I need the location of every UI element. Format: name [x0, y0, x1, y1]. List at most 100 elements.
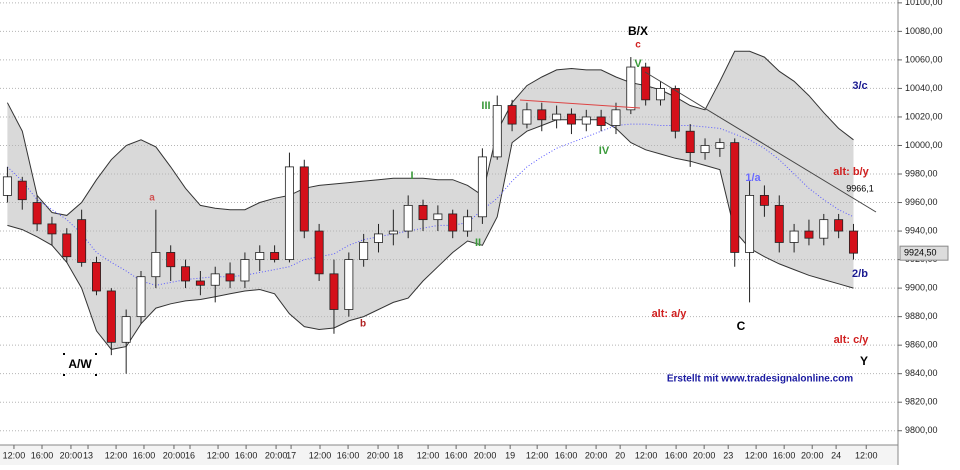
x-tick-label: 20:00	[693, 450, 716, 460]
candle-body	[789, 230, 799, 243]
candle-body	[32, 202, 42, 225]
candle-body	[388, 230, 398, 235]
x-tick-label: 20:00	[265, 450, 288, 460]
candle-body	[581, 116, 591, 125]
annotation: II	[475, 237, 481, 249]
candle-body	[745, 195, 755, 253]
candle-body	[299, 166, 309, 232]
x-tick-label: 16	[185, 450, 195, 460]
x-tick-label: 16:00	[235, 450, 258, 460]
x-tick-label: 17	[286, 450, 296, 460]
trend-line	[519, 99, 641, 109]
candle-body	[641, 66, 651, 101]
candle-body	[181, 266, 191, 282]
x-tick-label: 16:00	[555, 450, 578, 460]
candle-body	[255, 252, 265, 260]
candle-body	[685, 130, 695, 154]
candle-body	[77, 219, 87, 263]
candle-body	[492, 105, 502, 158]
x-tick-label: 20:00	[474, 450, 497, 460]
candle-body	[403, 204, 413, 232]
candle-body	[17, 180, 27, 201]
candle-body	[314, 230, 324, 275]
x-tick-label: 12:00	[105, 450, 128, 460]
candle-body	[166, 252, 176, 268]
annotation: 2/b	[852, 268, 868, 280]
x-tick-label: 12:00	[855, 450, 878, 460]
y-tick-label: 9940,00	[905, 225, 938, 235]
y-tick-label: 10060,00	[905, 54, 943, 64]
candle-body	[463, 216, 473, 232]
y-tick-label: 10020,00	[905, 111, 943, 121]
x-tick-label: 12:00	[3, 450, 26, 460]
x-tick-label: 12:00	[309, 450, 332, 460]
candle-body	[2, 176, 12, 196]
last-price-label: 9924,50	[904, 248, 937, 258]
y-tick-label: 10080,00	[905, 26, 943, 36]
candle-body	[344, 259, 354, 310]
candle-body	[611, 109, 621, 126]
x-tick-label: 12:00	[417, 450, 440, 460]
annotation: c	[635, 40, 641, 51]
candle-body	[477, 156, 487, 218]
x-tick-label: 20:00	[60, 450, 83, 460]
x-tick-label: 20:00	[585, 450, 608, 460]
x-tick-label: 12:00	[745, 450, 768, 460]
candle-body	[448, 213, 458, 232]
candle-body	[374, 233, 383, 243]
annotation: V	[634, 58, 642, 70]
x-tick-label: 12:00	[207, 450, 230, 460]
candle-body	[596, 116, 606, 126]
annotation: b	[360, 319, 366, 330]
candle-body	[730, 142, 740, 253]
overlay: A/W a b I II III IV V B/X c 1/a alt: b/y…	[63, 24, 877, 385]
candle-body	[626, 66, 636, 111]
y-tick-label: 9980,00	[905, 168, 938, 178]
candle-body	[522, 109, 532, 125]
x-tick-label: 12:00	[526, 450, 549, 460]
x-tick-label: 20:00	[801, 450, 824, 460]
y-tick-label: 10040,00	[905, 83, 943, 93]
candle-body	[151, 252, 161, 278]
y-tick-label: 9820,00	[905, 397, 938, 407]
candle-body	[507, 105, 517, 125]
y-axis-panel	[898, 0, 960, 465]
x-tick-label: 18	[393, 450, 403, 460]
candle-body	[329, 273, 339, 310]
candle-body	[433, 213, 443, 221]
annotation: C	[737, 319, 746, 333]
candle-body	[834, 219, 844, 232]
candle-body	[225, 273, 235, 282]
candle-body	[804, 230, 814, 239]
candle-body	[759, 195, 769, 206]
x-tick-label: 16:00	[773, 450, 796, 460]
candle-body	[552, 113, 562, 121]
candle-body	[670, 88, 680, 132]
y-tick-label: 9900,00	[905, 282, 938, 292]
x-tick-label: 20:00	[367, 450, 390, 460]
annotation: a	[149, 193, 155, 204]
trend-line	[644, 71, 877, 213]
candle-body	[47, 223, 57, 235]
candle-body	[136, 276, 146, 318]
x-tick-label: 16:00	[337, 450, 360, 460]
x-tick-label: 16:00	[665, 450, 688, 460]
candle-body	[715, 142, 725, 149]
candle-body	[284, 166, 294, 260]
marker-dots	[63, 353, 97, 376]
x-tick-label: 13	[83, 450, 93, 460]
annotation: I	[410, 170, 413, 182]
watermark: Erstellt mit www.tradesignalonline.com	[667, 374, 853, 385]
upper-band	[6, 50, 854, 216]
annotation: alt: a/y	[652, 308, 688, 320]
annotation: 1/a	[745, 172, 761, 184]
annotation: alt: c/y	[834, 334, 870, 346]
candle-body	[195, 280, 205, 286]
x-tick-label: 24	[831, 450, 841, 460]
annotation: alt: b/y	[833, 166, 869, 178]
annotation: B/X	[628, 24, 648, 38]
candle-body	[774, 204, 784, 243]
candle-body	[819, 219, 829, 239]
candle-body	[359, 242, 369, 260]
candle-body	[240, 259, 250, 282]
